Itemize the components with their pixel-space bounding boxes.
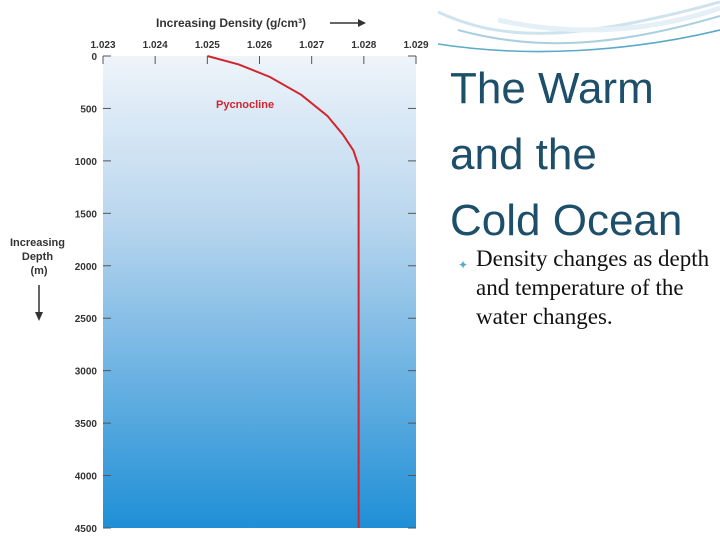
slide-title: The Warm and the Cold Ocean xyxy=(450,64,683,245)
y-axis-label: Increasing Depth (m) xyxy=(10,237,68,277)
y-ticks: 0 500 1000 1500 2000 2500 3000 3500 4000 4500 xyxy=(75,52,416,535)
y-tick-label-7: 3500 xyxy=(75,419,98,430)
y-tick-label-6: 3000 xyxy=(75,367,98,378)
y-tick-label-3: 1500 xyxy=(75,209,98,220)
y-tick-label-2: 1000 xyxy=(75,157,98,168)
chart-title-arrow-head xyxy=(358,19,366,27)
x-tick-label-5: 1.028 xyxy=(351,40,376,51)
pycnocline-label: Pycnocline xyxy=(216,99,274,111)
bullet-icon: ✦ xyxy=(458,258,469,272)
y-tick-label-4: 2000 xyxy=(75,262,98,273)
x-tick-label-1: 1.024 xyxy=(143,40,168,51)
x-tick-label-3: 1.026 xyxy=(247,40,272,51)
x-tick-label-6: 1.029 xyxy=(403,40,428,51)
x-tick-label-0: 1.023 xyxy=(90,40,115,51)
chart-title: Increasing Density (g/cm³) xyxy=(156,16,306,30)
x-ticks: 1.023 1.024 1.025 1.026 1.027 1.028 1.029 xyxy=(90,40,429,64)
bullet-text: Density changes as depth and temperature… xyxy=(476,246,710,329)
density-curve xyxy=(207,55,360,528)
y-tick-label-0: 0 xyxy=(91,52,97,63)
y-tick-label-8: 4000 xyxy=(75,472,98,483)
density-depth-chart: Increasing Density (g/cm³) 1.023 1.024 1.0… xyxy=(10,16,429,535)
bullet-point: ✦ Density changes as depth and temperatu… xyxy=(458,244,710,331)
depth-arrow-head xyxy=(35,312,43,321)
y-tick-label-1: 500 xyxy=(80,104,97,115)
decorative-waves xyxy=(438,0,720,53)
x-tick-label-4: 1.027 xyxy=(299,40,324,51)
x-tick-label-2: 1.025 xyxy=(195,40,220,51)
y-tick-label-9: 4500 xyxy=(75,524,98,535)
plot-area xyxy=(103,56,416,528)
y-tick-label-5: 2500 xyxy=(75,314,98,325)
